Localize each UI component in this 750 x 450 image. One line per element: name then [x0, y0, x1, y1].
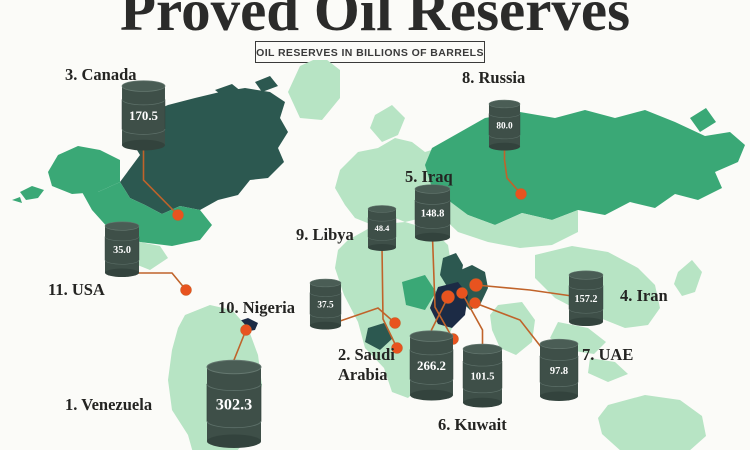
svg-text:10. Nigeria: 10. Nigeria [218, 298, 295, 317]
svg-text:2. Saudi: 2. Saudi [338, 345, 395, 364]
svg-text:302.3: 302.3 [216, 396, 252, 414]
svg-text:8. Russia: 8. Russia [462, 68, 525, 87]
svg-text:101.5: 101.5 [470, 371, 494, 383]
svg-text:35.0: 35.0 [113, 245, 131, 256]
svg-text:3. Canada: 3. Canada [65, 65, 137, 84]
svg-text:7. UAE: 7. UAE [582, 345, 633, 364]
svg-text:157.2: 157.2 [575, 294, 598, 305]
svg-text:5. Iraq: 5. Iraq [405, 167, 453, 186]
svg-text:97.8: 97.8 [550, 366, 568, 377]
svg-text:37.5: 37.5 [317, 300, 334, 310]
svg-text:6. Kuwait: 6. Kuwait [438, 415, 507, 434]
svg-text:148.8: 148.8 [421, 209, 445, 220]
svg-text:1. Venezuela: 1. Venezuela [65, 395, 152, 414]
svg-text:80.0: 80.0 [496, 121, 513, 131]
svg-text:9. Libya: 9. Libya [296, 225, 354, 244]
svg-text:Arabia: Arabia [338, 365, 388, 384]
svg-text:170.5: 170.5 [129, 109, 158, 123]
svg-text:266.2: 266.2 [417, 359, 446, 373]
svg-text:48.4: 48.4 [375, 224, 390, 233]
svg-text:11. USA: 11. USA [48, 280, 105, 299]
svg-text:4. Iran: 4. Iran [620, 286, 668, 305]
